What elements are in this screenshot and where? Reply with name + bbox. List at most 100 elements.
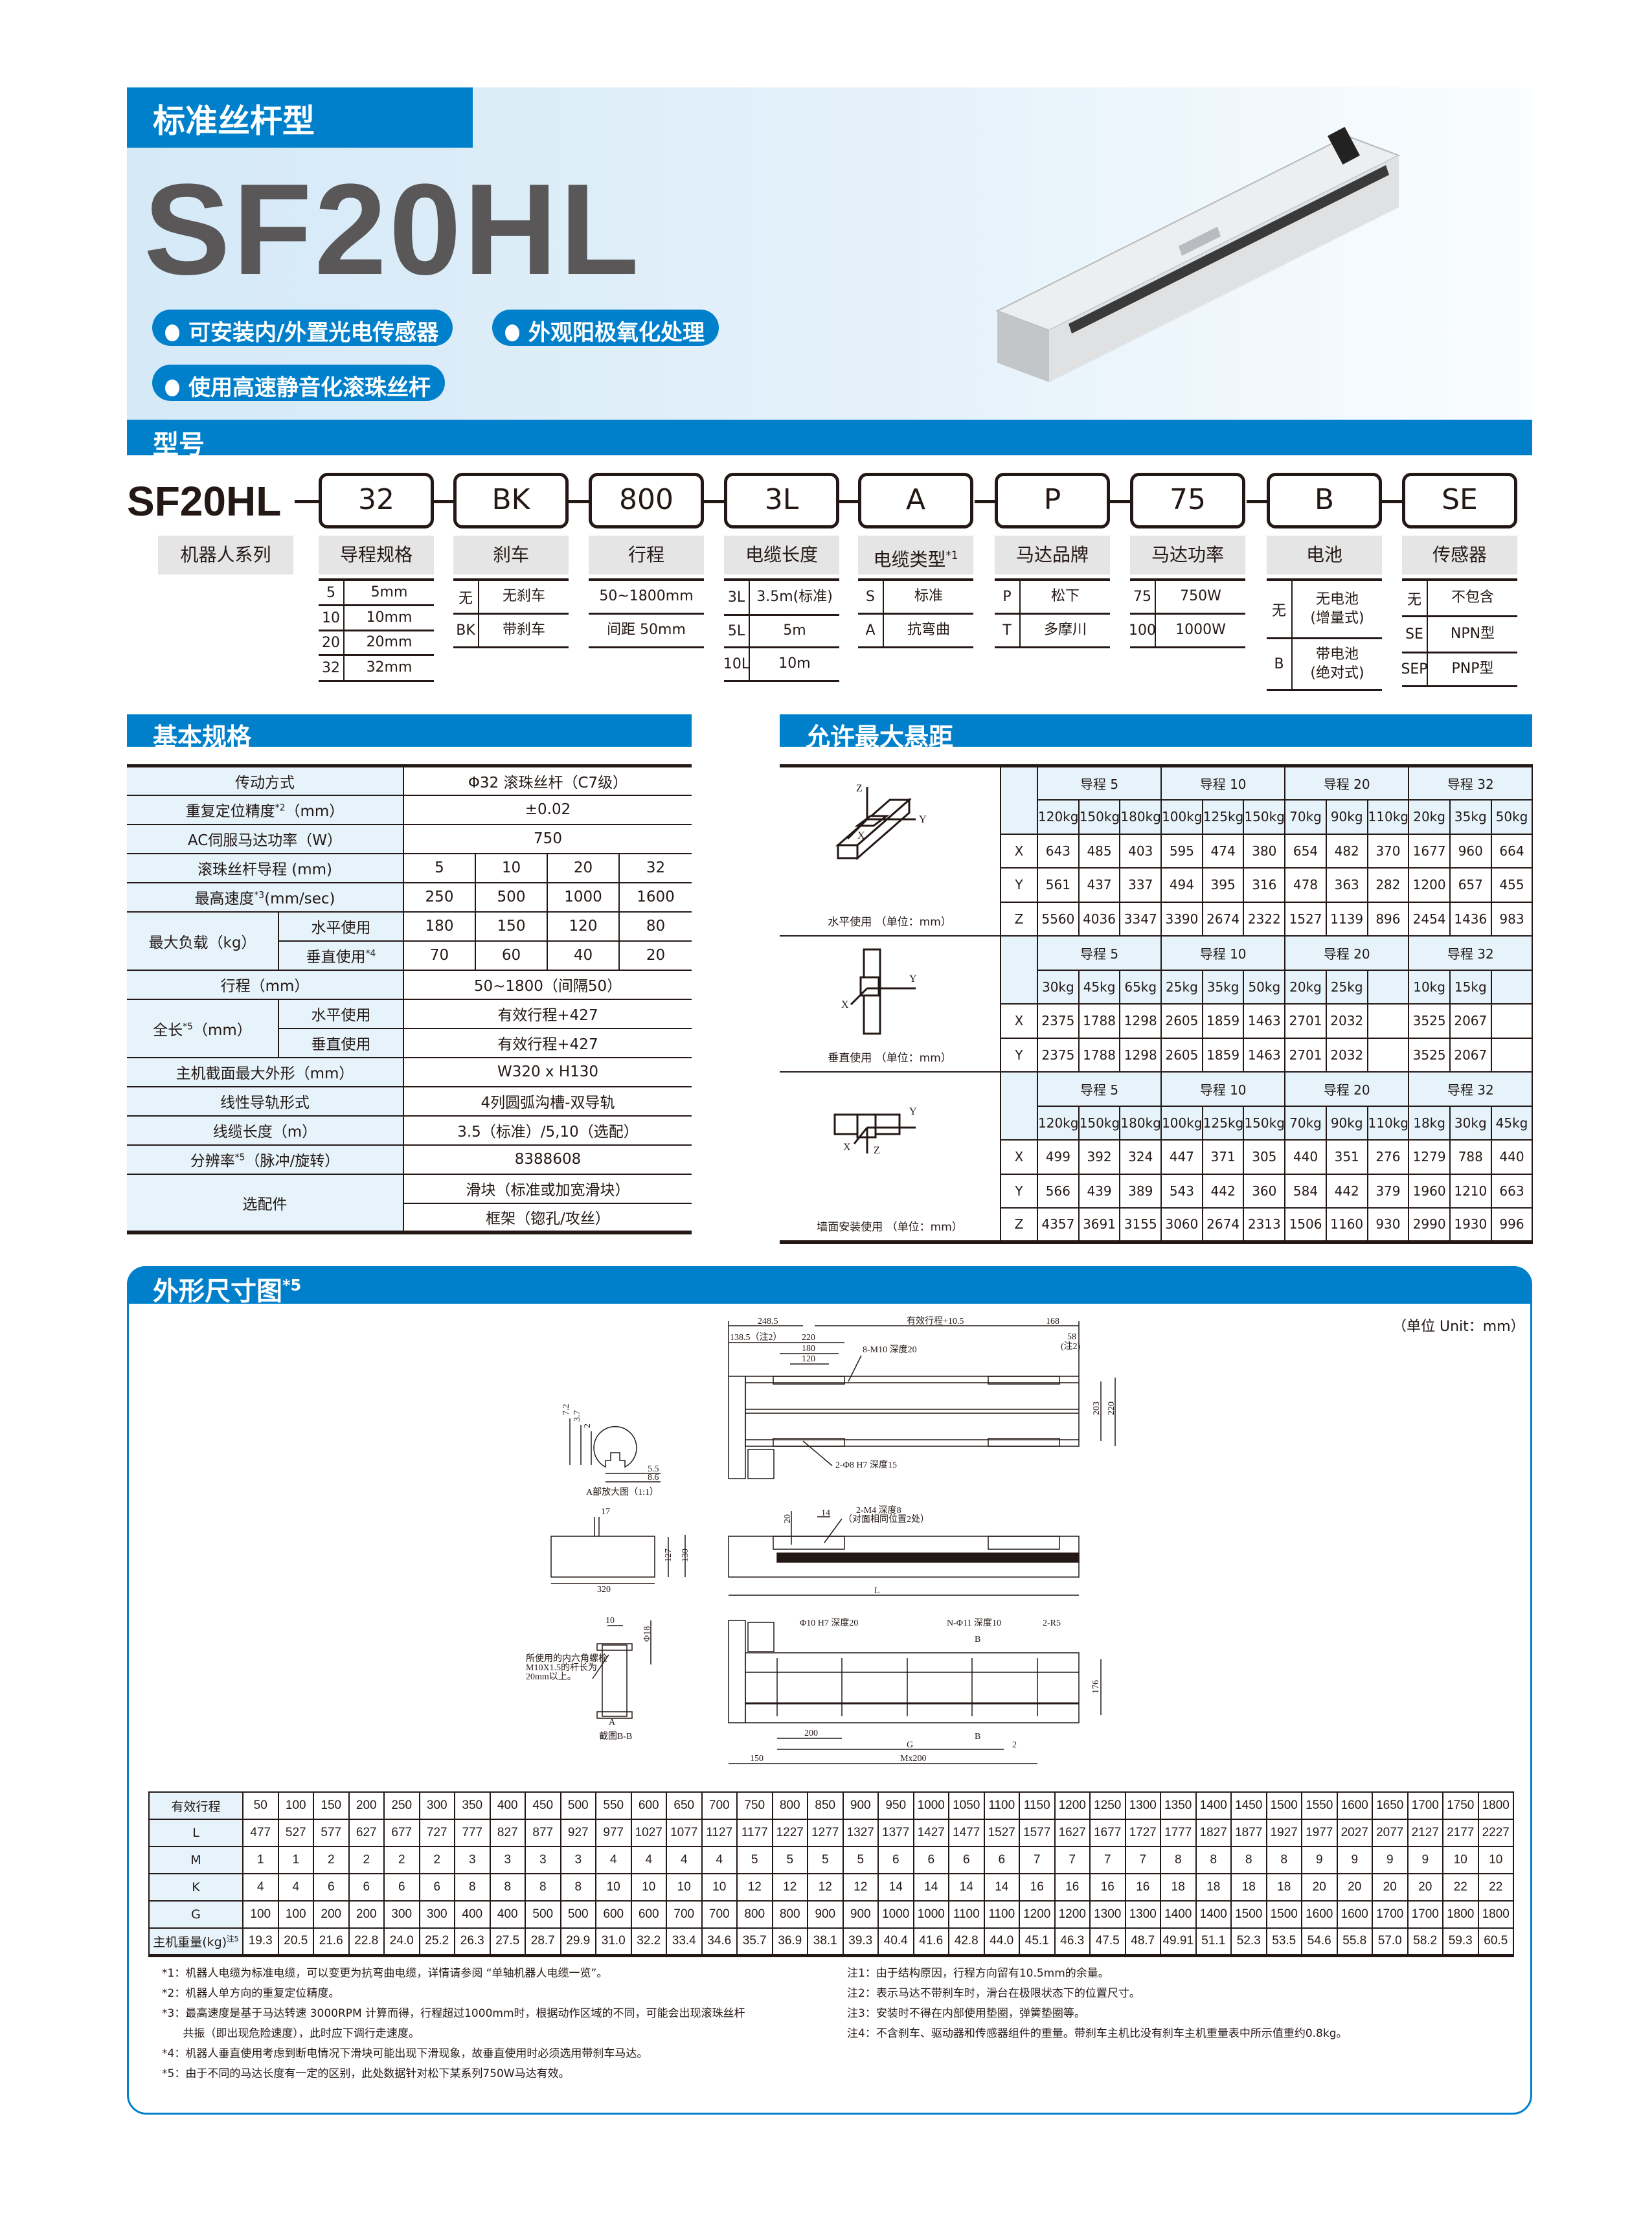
stroke-table-cell: 4: [630, 1846, 667, 1874]
overhang-value: 380: [1243, 833, 1286, 869]
field-label: 传感器: [1402, 536, 1517, 574]
stroke-table-cell: 1700: [1372, 1900, 1409, 1929]
stroke-table-cell: 600: [630, 1791, 667, 1820]
stroke-table-cell: 900: [807, 1900, 844, 1929]
stroke-table-cell: 1027: [630, 1819, 667, 1847]
code-dash: [975, 500, 995, 503]
code-box-5: P: [995, 473, 1110, 528]
dim-label: 截图B-B: [599, 1731, 632, 1742]
overhang-value: 584: [1284, 1173, 1327, 1209]
overhang-value: 2454: [1408, 901, 1451, 937]
overhang-value: 2313: [1243, 1207, 1286, 1243]
svg-text:Y: Y: [909, 1106, 917, 1117]
code-box-4: A: [858, 473, 973, 528]
stroke-table-cell: 1000: [912, 1900, 949, 1929]
stroke-table-cell: 527: [277, 1819, 314, 1847]
row-label: K: [148, 1873, 243, 1902]
overhang-value: 1436: [1449, 901, 1492, 937]
stroke-table-cell: 55.8: [1336, 1927, 1373, 1956]
overhang-caption: 水平使用 （单位：mm）: [828, 916, 952, 929]
stroke-table-cell: 1: [242, 1846, 279, 1874]
option-row: 32 32mm: [319, 656, 434, 682]
option-desc: NPN型: [1450, 626, 1495, 642]
weight-header: 20kg: [1284, 969, 1327, 1005]
footnote: *2：机器人单方向的重复定位精度。: [162, 1987, 340, 2000]
stroke-table-cell: 39.3: [842, 1927, 879, 1956]
option-desc: 20mm: [366, 634, 413, 651]
spec-value: 32: [618, 853, 692, 883]
weight-header: 20kg: [1408, 799, 1451, 835]
overhang-value: 363: [1325, 867, 1368, 903]
dim-label: 20mm以上。: [526, 1672, 576, 1682]
option-code: 20: [319, 631, 345, 654]
option-code: SE: [1402, 617, 1428, 652]
dim-label: 3.7: [572, 1411, 582, 1422]
overhang-value: 657: [1449, 867, 1492, 903]
spec-value: 有效行程+427: [403, 999, 692, 1029]
stroke-table-cell: 100: [242, 1900, 279, 1929]
stroke-table-cell: 12: [842, 1873, 879, 1902]
stroke-table-cell: 900: [842, 1900, 879, 1929]
wall-mount-icon: Y X Z: [819, 1089, 948, 1189]
stroke-table-cell: 1600: [1336, 1791, 1373, 1820]
overhang-value: 494: [1160, 867, 1203, 903]
spec-label: 线性导轨形式: [127, 1086, 403, 1117]
front-view-drawing: [728, 1511, 1080, 1596]
row-label-text: 有效行程: [171, 1799, 221, 1814]
overhang-value: 2067: [1449, 1037, 1492, 1073]
overhang-value: 282: [1366, 867, 1410, 903]
stroke-table-cell: 20: [1336, 1873, 1373, 1902]
stroke-table-cell: 1800: [1477, 1900, 1514, 1929]
stroke-table-cell: 1100: [983, 1791, 1020, 1820]
overhang-value: 1527: [1284, 901, 1327, 937]
stroke-table-cell: 54.6: [1301, 1927, 1338, 1956]
stroke-table-cell: 21.6: [313, 1927, 350, 1956]
stroke-table-cell: 7: [1019, 1846, 1056, 1874]
option-table: 无无电池 (增量式) B 带电池 (绝对式): [1267, 578, 1382, 691]
overhang-data-row: X 499 392 324 447 371 305 440 351 276 1279 788 440: [780, 1139, 1533, 1175]
axis-label: Z: [1000, 1207, 1038, 1243]
stroke-table-cell: 1427: [912, 1819, 949, 1847]
option-row: A 抗弯曲: [858, 615, 973, 648]
option-code: S: [858, 581, 884, 613]
overhang-weight-row: 30kg 45kg 65kg 25kg 35kg 50kg 20kg 25kg 10kg 15kg: [780, 969, 1533, 1005]
dim-label: 200: [804, 1729, 818, 1738]
dim-label: 180: [802, 1344, 815, 1354]
option-row: 间距 50mm: [589, 615, 704, 648]
stroke-table-cell: 6: [948, 1846, 985, 1874]
stroke-table-cell: 47.5: [1089, 1927, 1126, 1956]
stroke-table-cell: 9: [1336, 1846, 1373, 1874]
overhang-value: 499: [1037, 1139, 1080, 1175]
spec-label: 全长*5（mm）: [127, 999, 278, 1058]
stroke-table-cell: 1100: [948, 1900, 985, 1929]
field-label: 刹车: [453, 536, 569, 574]
overhang-value: 1463: [1243, 1037, 1286, 1073]
spec-label: 主机截面最大外形（mm）: [127, 1057, 403, 1087]
unit-note: （单位 Unit：mm）: [1392, 1319, 1525, 1335]
svg-text:Z: Z: [874, 1145, 880, 1156]
code-dash: [838, 500, 858, 503]
stroke-table-cell: 6: [348, 1873, 385, 1902]
lead-header: 导程 10: [1160, 765, 1286, 801]
stroke-table-cell: 33.4: [666, 1927, 703, 1956]
bullet-icon: [165, 324, 179, 341]
stroke-table-cell: 16: [1019, 1873, 1056, 1902]
dim-label: 130: [681, 1549, 690, 1562]
dim-label: 14: [821, 1508, 830, 1518]
overhang-weight-row: 120kg 150kg 180kg 100kg 125kg 150kg 70kg 90kg 11…: [780, 799, 1533, 835]
dim-label: 17: [601, 1507, 610, 1517]
model-title: SF20HL: [144, 157, 642, 302]
axis-label: Y: [1000, 1037, 1038, 1073]
overhang-value: 1788: [1078, 1003, 1121, 1039]
stroke-table-cell: 9: [1301, 1846, 1338, 1874]
stroke-table-cell: 10: [630, 1873, 667, 1902]
stroke-table-cell: 41.6: [912, 1927, 949, 1956]
spec-value: 70: [403, 940, 475, 971]
dim-label: 20: [783, 1514, 793, 1523]
stroke-table-cell: 20: [1372, 1873, 1409, 1902]
overhang-value: 371: [1201, 1139, 1245, 1175]
overhang-value: 1506: [1284, 1207, 1327, 1243]
stroke-table-cell: 40.4: [877, 1927, 914, 1956]
stroke-table-row: K 4 4 6 6 6 6 8 8 8 8 10 10 10 10 12 12 12 12 14 14 14 14 16 16 1…: [148, 1873, 1514, 1902]
overhang-caption: 墙面安装使用 （单位：mm）: [817, 1220, 963, 1234]
